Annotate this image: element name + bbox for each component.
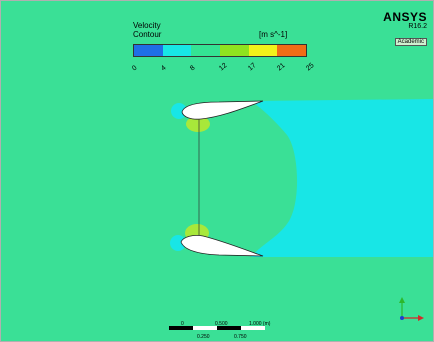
scale-bar [169,323,265,337]
scale-seg-2 [193,326,217,330]
wake-region [251,99,433,257]
brand-name: ANSYS [383,10,427,24]
legend-unit: [m s^-1] [259,30,288,39]
legend-swatch-5 [277,45,307,56]
scale-label-0250: 0.250 [197,334,210,340]
legend-swatch-1 [162,45,192,56]
legend-title: Velocity Contour [133,21,161,39]
brand-edition: Academic [394,38,427,46]
scale-seg-3 [217,326,241,330]
ansys-brand: ANSYS R16.2 Academic [383,10,427,48]
scale-label-0: 0 [181,321,184,327]
legend-swatch-2 [191,45,221,56]
scale-label-0750: 0.750 [234,334,247,340]
legend-swatch-4 [248,45,278,56]
legend-color-bar [133,44,307,57]
scale-seg-1 [169,326,193,330]
upper-stagnation-patch [171,103,187,119]
lower-airfoil [180,234,264,257]
coordinate-triad [399,297,424,321]
legend-swatch-3 [220,45,249,56]
upper-high-velocity-patch [186,116,210,132]
scale-label-0500: 0.500 [215,321,228,327]
legend-swatch-0 [134,45,163,56]
lower-stagnation-patch [170,235,186,251]
scale-label-1000: 1.000 (m) [249,321,271,327]
legend-title-line1: Velocity [133,21,161,30]
brand-version: R16.2 [408,23,427,30]
legend-title-line2: Contour [133,30,162,39]
scale-seg-4 [241,326,265,330]
upper-airfoil [181,100,264,120]
